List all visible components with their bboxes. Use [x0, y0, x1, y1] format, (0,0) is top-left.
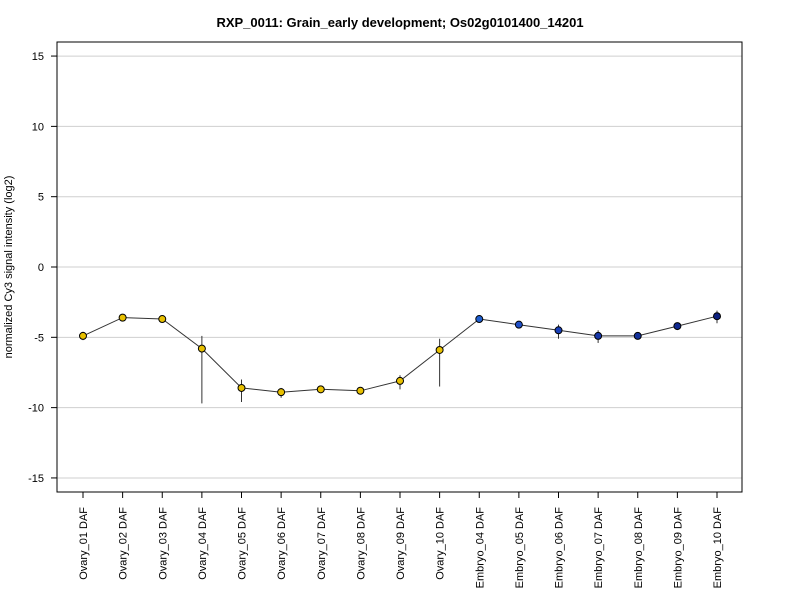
data-point: [316, 385, 325, 394]
x-tick-label: Ovary_04 DAF: [197, 507, 209, 580]
data-point: [594, 331, 603, 340]
grid-lines: [57, 55, 742, 479]
chart-title: RXP_0011: Grain_early development; Os02g…: [216, 15, 583, 30]
data-point: [673, 322, 682, 331]
data-point: [713, 312, 721, 321]
x-tick-label: Ovary_09 DAF: [395, 507, 407, 580]
data-point: [158, 315, 167, 324]
x-tick-label: Ovary_02 DAF: [118, 507, 130, 580]
data-point: [633, 331, 642, 340]
x-tick-label: Embryo_08 DAF: [633, 507, 645, 589]
y-tick-label: -10: [28, 403, 44, 415]
x-tick-label: Ovary_03 DAF: [157, 507, 169, 580]
data-point: [197, 344, 206, 353]
data-point: [356, 386, 365, 395]
data-point: [277, 388, 286, 397]
x-tick-label: Embryo_07 DAF: [593, 507, 605, 589]
x-tick-label: Embryo_04 DAF: [474, 507, 486, 589]
x-tick-label: Ovary_07 DAF: [316, 507, 328, 580]
y-tick-label: 0: [38, 262, 44, 274]
x-tick-label: Ovary_10 DAF: [435, 507, 447, 580]
y-axis: -15 -10 -5 0 5 10 15: [28, 51, 57, 485]
data-point: [118, 313, 127, 322]
x-tick-label: Embryo_05 DAF: [514, 507, 526, 589]
data-point: [514, 320, 523, 329]
x-tick-label: Embryo_10 DAF: [712, 507, 724, 589]
x-axis: Ovary_01 DAF Ovary_02 DAF Ovary_03 DAF Ovar…: [78, 492, 724, 588]
y-tick-label: -15: [28, 473, 44, 485]
y-tick-label: 15: [32, 51, 44, 63]
x-tick-label: Ovary_06 DAF: [276, 507, 288, 580]
data-points: [79, 312, 721, 397]
data-point: [79, 331, 87, 340]
data-point: [237, 383, 246, 392]
data-point: [475, 315, 484, 324]
x-tick-label: Ovary_05 DAF: [237, 507, 249, 580]
error-bars: [82, 310, 718, 404]
x-tick-label: Ovary_08 DAF: [355, 507, 367, 580]
x-tick-label: Embryo_09 DAF: [672, 507, 684, 589]
data-point: [554, 326, 563, 335]
y-tick-label: -5: [34, 332, 44, 344]
y-tick-label: 5: [38, 192, 44, 204]
x-tick-label: Ovary_01 DAF: [78, 507, 90, 580]
y-axis-label: normalized Cy3 signal intensity (log2): [3, 176, 15, 359]
data-point: [396, 376, 404, 385]
y-tick-label: 10: [32, 121, 44, 133]
data-point: [435, 345, 444, 354]
x-tick-label: Embryo_06 DAF: [554, 507, 566, 589]
